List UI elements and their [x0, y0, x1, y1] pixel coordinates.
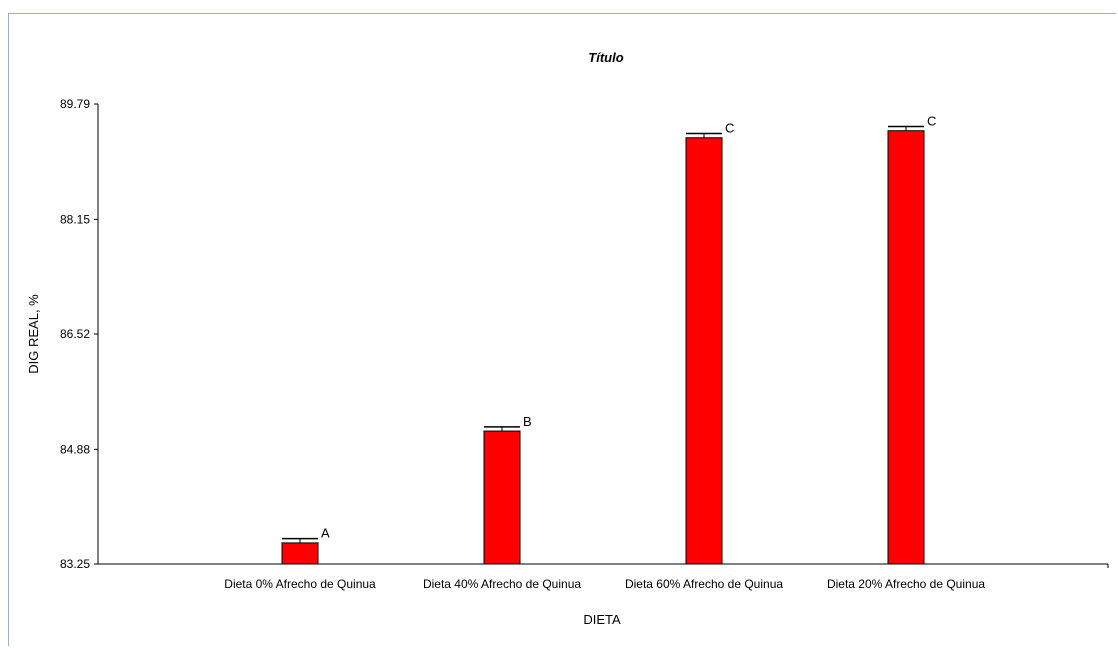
bar	[887, 130, 925, 565]
group-label: A	[321, 526, 330, 541]
x-tick-label: Dieta 0% Afrecho de Quinua	[224, 577, 376, 591]
bar	[483, 430, 521, 565]
y-tick-label: 88.15	[60, 212, 90, 226]
x-axis-label: DIETA	[583, 612, 621, 627]
chart-frame	[8, 13, 1116, 646]
group-label: B	[523, 414, 532, 429]
y-tick-label: 86.52	[60, 327, 90, 341]
bar	[281, 542, 319, 565]
group-label: C	[725, 121, 734, 136]
x-tick-label: Dieta 60% Afrecho de Quinua	[625, 577, 783, 591]
y-tick-label: 84.88	[60, 442, 90, 456]
y-tick-label: 83.25	[60, 557, 90, 571]
y-axis-ticks: 83.25 84.88 86.52 88.15 89.79	[60, 97, 98, 571]
bar	[685, 137, 723, 565]
y-axis-label: DIG REAL, %	[26, 294, 41, 374]
group-label: C	[927, 114, 936, 129]
x-tick-label: Dieta 40% Afrecho de Quinua	[423, 577, 581, 591]
y-tick-label: 89.79	[60, 97, 90, 111]
x-tick-label: Dieta 20% Afrecho de Quinua	[827, 577, 985, 591]
x-axis-ticks: Dieta 0% Afrecho de Quinua Dieta 40% Afre…	[224, 564, 1109, 591]
chart-title: Título	[588, 50, 623, 65]
bars-group: A B C C	[281, 114, 936, 565]
